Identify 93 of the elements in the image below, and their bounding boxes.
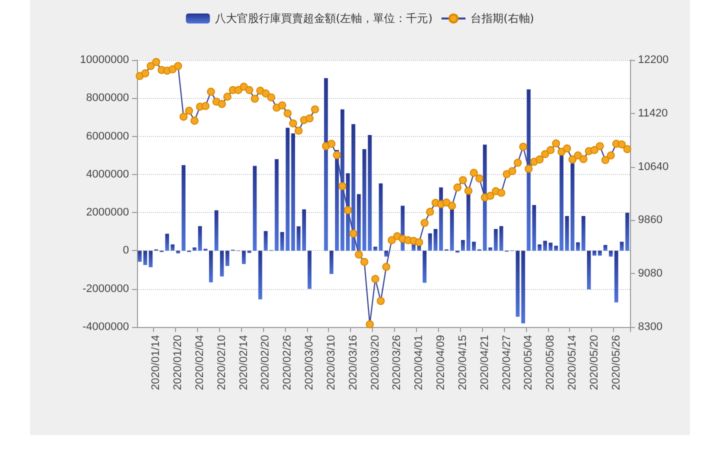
x-tick-label: 2020/02/10 [216,335,228,390]
bar [428,233,432,251]
bar [274,159,279,251]
bar [378,183,383,251]
bar [614,250,618,302]
bar [214,210,218,251]
bar [582,216,586,251]
x-tick-label: 2020/02/20 [260,335,272,390]
bar [198,226,202,251]
x-tick-label: 2020/03/16 [347,335,360,390]
y2-tick-label: 10640 [638,160,669,173]
bar [242,250,246,264]
bar [422,250,426,283]
bar [543,240,548,251]
bar [296,226,301,251]
y2-tick-label: 12200 [638,54,669,66]
y2-tick-label: 9080 [638,268,662,280]
bar [592,250,596,256]
bar [516,250,520,317]
bar [532,204,536,251]
x-tick-label: 2020/04/09 [435,335,448,390]
bar [362,149,366,251]
bar [608,250,613,257]
bar [176,250,180,254]
x-tick-label: 2020/02/04 [194,335,206,390]
bar [143,250,148,266]
x-tick-label: 2020/05/14 [566,335,578,390]
legend-label: 台指期(右軸) [470,12,534,25]
y2-tick-label: 11420 [638,107,668,120]
bar [565,216,569,251]
bar [225,250,230,266]
bar [308,250,312,289]
x-tick-label: 2020/04/01 [413,335,426,390]
bar [192,247,196,251]
bar [434,228,438,251]
bar [538,244,542,251]
x-tick-label: 2020/04/15 [456,335,469,390]
bar [587,250,591,290]
bar [499,226,504,251]
bar [461,240,465,251]
y2-tick-label: 9860 [638,214,662,226]
bar [521,250,526,324]
x-tick-label: 2020/01/20 [172,335,184,390]
x-tick-label: 2020/02/26 [282,335,294,390]
bar [220,250,224,276]
bar [472,242,476,251]
x-tick-label: 2020/04/21 [478,335,491,390]
bar [603,244,608,251]
bar [286,128,290,251]
bar [368,134,372,251]
bar [330,250,334,274]
bar [373,246,378,251]
x-tick-label: 2020/03/10 [325,335,338,390]
x-tick-label: 2020/02/14 [238,335,250,390]
x-tick-label: 2020/03/26 [391,335,404,390]
bar [258,250,262,300]
bar [384,250,388,257]
y2-tick-label: 8300 [638,321,662,333]
bar [548,242,552,251]
bar [625,212,630,251]
bar [291,133,296,251]
bar [182,165,186,251]
bar [494,228,498,251]
bar [598,250,602,256]
y-tick-label: 10000000 [80,54,129,66]
bar [247,250,252,254]
bar [138,250,142,262]
bar [148,250,153,268]
x-tick-label: 2020/03/04 [304,335,316,390]
bar [209,250,213,282]
bar [576,242,580,251]
bar [170,244,175,251]
bar [554,246,558,251]
bar [280,232,284,251]
y-tick-label: 0 [122,244,129,257]
x-tick-label: 2020/03/20 [369,335,382,390]
y-tick-label: 2000000 [86,206,129,219]
y-tick-label: 4000000 [86,168,129,180]
y-tick-label: 6000000 [86,130,129,142]
legend-label: 八大官股行庫買賣超金額(左軸，單位：千元) [214,12,433,25]
x-tick-label: 2020/05/26 [610,335,622,390]
y-tick-label: -4000000 [82,321,129,333]
x-tick-label: 2020/04/27 [500,335,513,390]
y-tick-label: 8000000 [86,92,129,104]
x-tick-label: 2020/05/04 [522,335,535,390]
x-tick-label: 2020/01/14 [150,335,162,390]
y-tick-label: -2000000 [82,282,129,295]
bar [165,234,170,251]
x-tick-label: 2020/05/20 [588,335,600,390]
x-tick-label: 2020/05/08 [544,335,557,390]
bar [302,209,306,251]
bar [252,166,257,251]
bar [264,231,268,251]
